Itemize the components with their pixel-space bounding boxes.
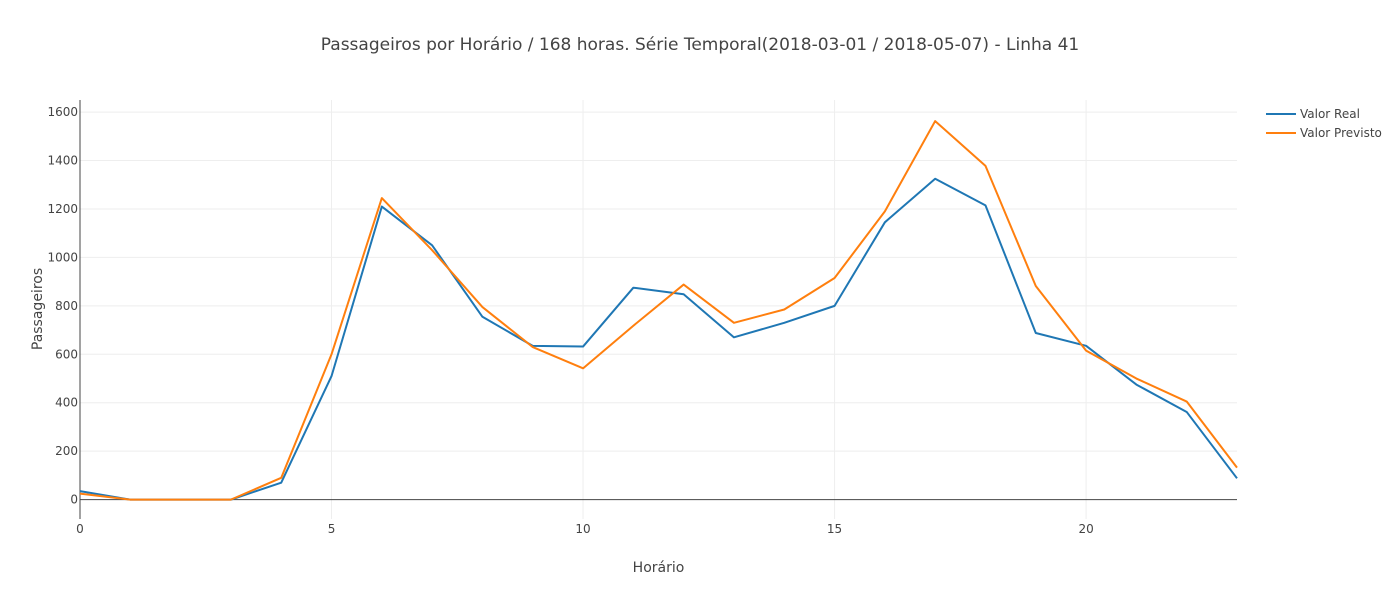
legend-label: Valor Previsto	[1300, 126, 1382, 140]
chart-title: Passageiros por Horário / 168 horas. Sér…	[321, 35, 1079, 55]
legend-label: Valor Real	[1300, 107, 1360, 121]
y-tick-label: 0	[70, 493, 78, 507]
grid-lines	[80, 100, 1237, 519]
series-line-valor-real	[79, 177, 1238, 501]
y-tick-label: 1000	[47, 250, 78, 264]
x-tick-label: 15	[827, 522, 842, 536]
legend-item[interactable]: Valor Previsto	[1266, 126, 1382, 140]
y-axis-title: Passageiros	[30, 268, 46, 350]
y-tick-label: 600	[55, 347, 78, 361]
x-tick-label: 5	[328, 522, 336, 536]
tick-labels: 0 200 400 600 800 1000 1200 1400 1600 0 5 10 15 20	[47, 105, 1093, 536]
x-tick-label: 20	[1078, 522, 1093, 536]
x-tick-label: 10	[575, 522, 590, 536]
x-tick-label: 0	[76, 522, 84, 536]
series-line-valor-previsto	[79, 120, 1238, 501]
y-tick-label: 800	[55, 299, 78, 313]
y-tick-label: 400	[55, 396, 78, 410]
y-tick-label: 1200	[47, 202, 78, 216]
legend[interactable]: Valor Real Valor Previsto	[1266, 107, 1382, 140]
y-tick-label: 1400	[47, 154, 78, 168]
series-lines	[79, 120, 1238, 501]
legend-item[interactable]: Valor Real	[1266, 107, 1360, 121]
y-tick-label: 1600	[47, 105, 78, 119]
x-axis-title: Horário	[633, 560, 685, 576]
y-tick-label: 200	[55, 444, 78, 458]
axes	[79, 100, 1237, 519]
